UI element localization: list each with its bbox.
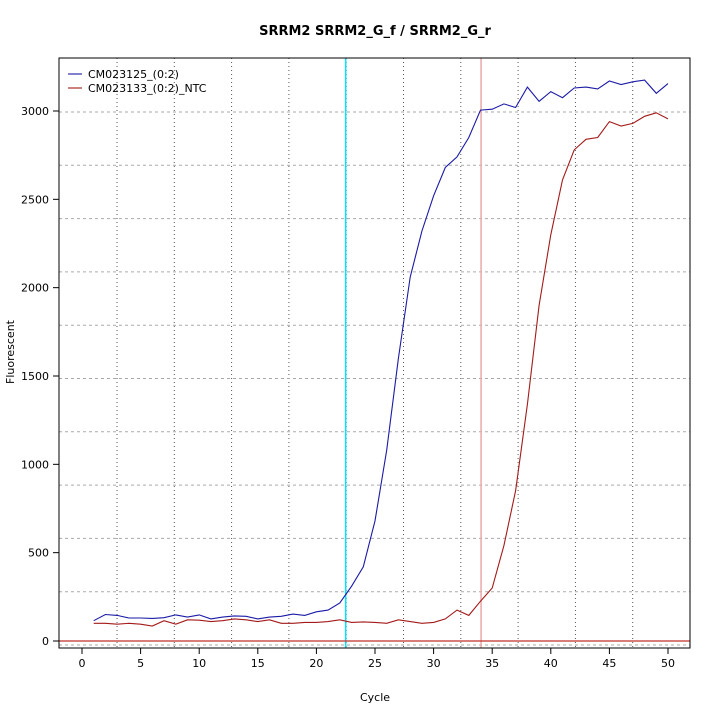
x-tick-label: 45 <box>602 657 616 670</box>
x-tick-label: 30 <box>427 657 441 670</box>
chart-title: SRRM2 SRRM2_G_f / SRRM2_G_r <box>259 24 491 39</box>
x-tick-label: 35 <box>485 657 499 670</box>
y-tick-label: 0 <box>42 635 49 648</box>
grid <box>59 58 691 648</box>
plot-frame <box>58 57 691 649</box>
y-tick-label: 1000 <box>21 458 49 471</box>
series-lines <box>93 79 669 627</box>
x-tick-label: 20 <box>309 657 323 670</box>
series-line-2 <box>93 112 669 627</box>
x-axis-label: Cycle <box>360 691 390 704</box>
y-tick-label: 3000 <box>21 105 49 118</box>
y-tick-label: 500 <box>28 547 49 560</box>
y-tick-label: 2500 <box>21 193 49 206</box>
reference-lines <box>59 58 690 648</box>
x-tick-label: 15 <box>251 657 265 670</box>
x-tick-label: 25 <box>368 657 382 670</box>
x-tick-label: 5 <box>137 657 144 670</box>
y-tick-label: 2000 <box>21 282 49 295</box>
x-tick-label: 10 <box>192 657 206 670</box>
legend: CM023125_(0:2)CM023133_(0:2)_NTC <box>68 68 207 95</box>
axes: 0 5 10 15 20 25 30 35 40 45 5005001000150020002500… <box>21 105 675 670</box>
y-axis-label: Fluorescent <box>4 319 17 384</box>
legend-label: CM023133_(0:2)_NTC <box>88 82 207 95</box>
legend-label: CM023125_(0:2) <box>88 68 179 81</box>
x-tick-label: 50 <box>661 657 675 670</box>
x-tick-label: 40 <box>544 657 558 670</box>
x-tick-label: 0 <box>79 657 86 670</box>
series-line-1 <box>93 79 669 622</box>
y-tick-label: 1500 <box>21 370 49 383</box>
